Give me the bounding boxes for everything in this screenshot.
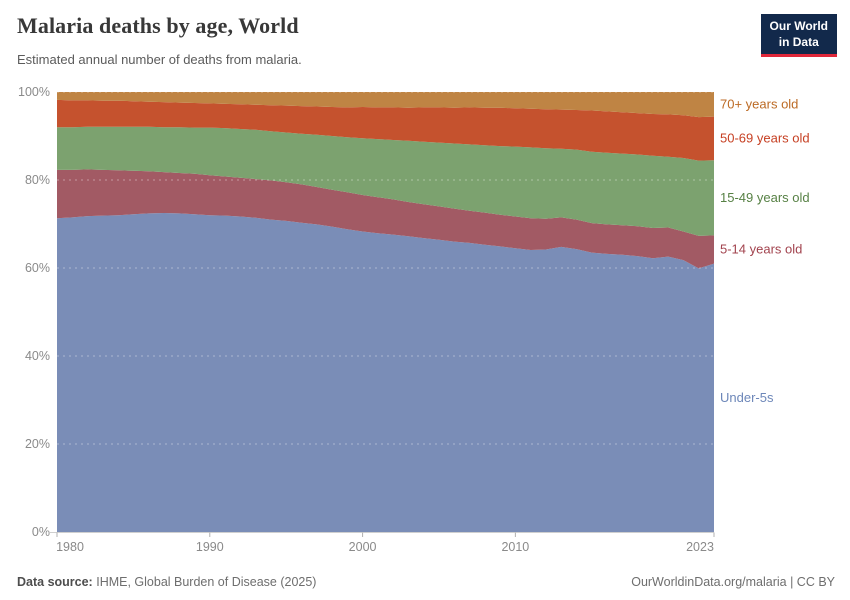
- x-axis-label-2023: 2023: [686, 540, 714, 554]
- data-source-label: Data source:: [17, 575, 93, 589]
- x-axis-label-1980: 1980: [56, 540, 84, 554]
- page-title: Malaria deaths by age, World: [17, 13, 299, 38]
- x-axis-label-2010: 2010: [501, 540, 529, 554]
- chart-subtitle: Estimated annual number of deaths from m…: [17, 52, 302, 67]
- area-under-5s[interactable]: [57, 213, 714, 532]
- owid-logo-line2: in Data: [778, 34, 819, 49]
- legend-label-15-49-years-old[interactable]: 15-49 years old: [720, 190, 810, 205]
- y-axis-label-20: 20%: [25, 437, 50, 451]
- owid-logo[interactable]: Our World in Data: [760, 14, 837, 58]
- x-axis-label-1990: 1990: [196, 540, 224, 554]
- footer-credit-link[interactable]: OurWorldinData.org/malaria | CC BY: [631, 575, 835, 589]
- legend-label-under-5s[interactable]: Under-5s: [720, 390, 774, 405]
- y-axis-label-60: 60%: [25, 261, 50, 275]
- y-axis-label-0: 0%: [32, 525, 50, 539]
- area-15-49-years-old[interactable]: [57, 126, 714, 236]
- area-70-years-old[interactable]: [57, 92, 714, 118]
- legend-label-5-14-years-old[interactable]: 5-14 years old: [720, 242, 802, 257]
- data-source: Data source: IHME, Global Burden of Dise…: [17, 575, 316, 589]
- y-axis-label-100: 100%: [18, 85, 50, 99]
- owid-logo-line1: Our World: [769, 19, 828, 33]
- legend-label-70-years-old[interactable]: 70+ years old: [720, 96, 798, 111]
- x-axis-label-2000: 2000: [349, 540, 377, 554]
- legend-label-50-69-years-old[interactable]: 50-69 years old: [720, 130, 810, 145]
- area-5-14-years-old[interactable]: [57, 169, 714, 269]
- data-source-value: IHME, Global Burden of Disease (2025): [96, 575, 317, 589]
- area-50-69-years-old[interactable]: [57, 99, 714, 161]
- chart-footer: Data source: IHME, Global Burden of Dise…: [17, 575, 835, 589]
- y-axis-label-40: 40%: [25, 349, 50, 363]
- y-axis-label-80: 80%: [25, 173, 50, 187]
